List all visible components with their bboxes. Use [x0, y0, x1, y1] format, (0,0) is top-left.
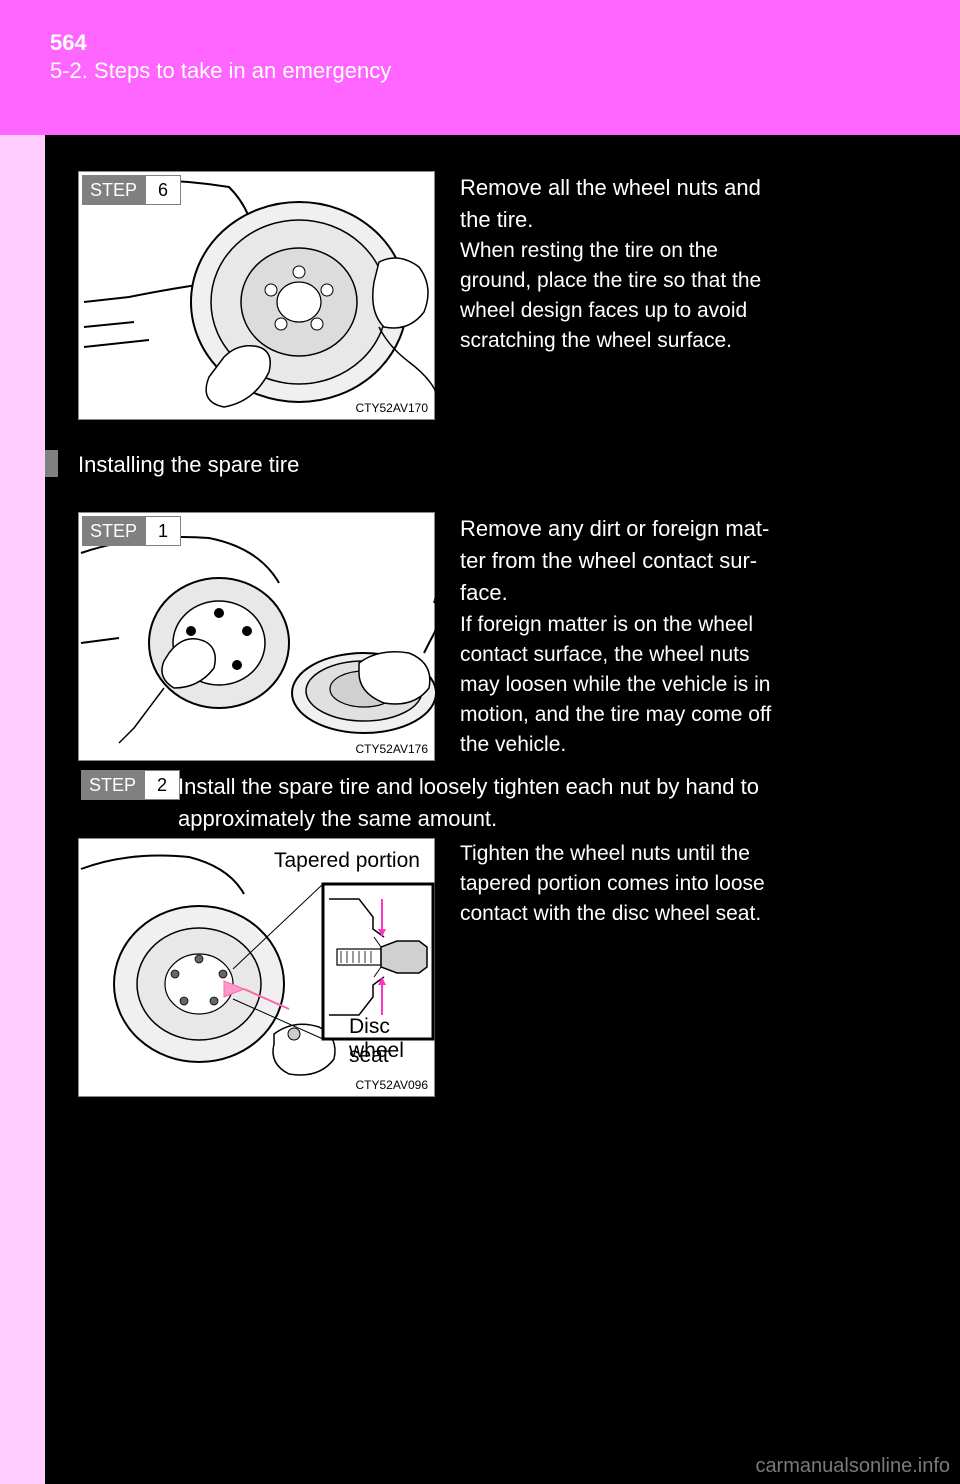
illustration-clean-surface [79, 513, 436, 762]
step6-note-2: ground, place the tire so that the [460, 266, 761, 296]
step-number: 2 [144, 770, 180, 800]
step1-note-3: may loosen while the vehicle is in [460, 670, 771, 700]
figure-code: CTY52AV096 [356, 1078, 429, 1092]
step1-text-1: Remove any dirt or foreign mat- [460, 513, 769, 545]
figure-step2: Tapered portion Disc wheel seat CTY52AV0… [78, 838, 435, 1097]
figure-code: CTY52AV176 [356, 742, 429, 756]
figure-step6: STEP 6 CTY52AV170 [78, 171, 435, 420]
step-badge-2: STEP 2 [81, 770, 180, 800]
step-label: STEP [82, 175, 145, 205]
step2-inst-2: tapered portion comes into loose [460, 869, 765, 899]
side-marker [45, 450, 58, 477]
step6-note-4: scratching the wheel surface. [460, 326, 732, 356]
label-tapered-portion: Tapered portion [274, 849, 420, 873]
step-number: 6 [145, 175, 181, 205]
step2-inst-3: contact with the disc wheel seat. [460, 899, 761, 929]
step2-inst-1: Tighten the wheel nuts until the [460, 839, 750, 869]
step-badge-6: STEP 6 [82, 175, 181, 205]
illustration-remove-tire [79, 172, 436, 421]
step-label: STEP [82, 516, 145, 546]
step2b-text: approximately the same amount. [178, 803, 497, 835]
figure-code: CTY52AV170 [356, 401, 429, 415]
step1-note-5: the vehicle. [460, 730, 566, 760]
step6-text-2: the tire. [460, 204, 533, 236]
page-number: 564 [50, 30, 87, 56]
section-title: 5-2. Steps to take in an emergency [50, 58, 391, 84]
header-bar: 564 5-2. Steps to take in an emergency [0, 0, 960, 135]
figure-step1: STEP 1 CTY52AV176 [78, 512, 435, 761]
label-seat: seat [349, 1044, 389, 1068]
footer-url: carmanualsonline.info [755, 1455, 950, 1478]
step-number: 1 [145, 516, 181, 546]
step-label: STEP [81, 770, 144, 800]
step1-text-3: face. [460, 577, 508, 609]
step1-note-1: If foreign matter is on the wheel [460, 610, 753, 640]
step6-text-1: Remove all the wheel nuts and [460, 172, 761, 204]
step1-note-2: contact surface, the wheel nuts [460, 640, 750, 670]
step1-text-2: ter from the wheel contact sur- [460, 545, 757, 577]
subsection-title: Installing the spare tire [78, 452, 299, 478]
step-badge-1: STEP 1 [82, 516, 181, 546]
step1-note-4: motion, and the tire may come off [460, 700, 771, 730]
step6-note-3: wheel design faces up to avoid [460, 296, 747, 326]
left-sidebar [0, 135, 45, 1484]
step6-note-1: When resting the tire on the [460, 236, 718, 266]
step2-text: Install the spare tire and loosely tight… [178, 771, 759, 803]
